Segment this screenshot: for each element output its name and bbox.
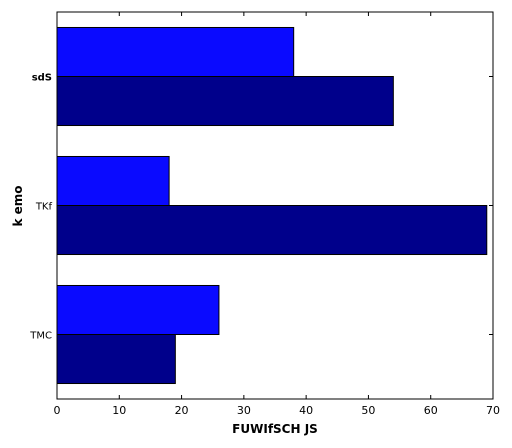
bars-layer xyxy=(56,26,488,385)
bar-sdS-series-2 xyxy=(56,76,394,127)
x-tick-label-30: 30 xyxy=(237,404,251,417)
y-tick-label-TKf: TKf xyxy=(35,202,53,213)
bar-TKf-series-1 xyxy=(56,155,170,206)
bar-sdS-series-1 xyxy=(56,26,295,77)
y-axis-title: k emo xyxy=(11,185,25,226)
x-tick-label-0: 0 xyxy=(54,404,61,417)
bar-TMC-series-1 xyxy=(56,284,220,336)
ticks-layer: sdS TKf TMC 0 10 20 30 40 50 60 70 xyxy=(29,12,500,417)
x-axis-title: FUWIfSCH JS xyxy=(232,422,318,436)
y-tick-label-TMC: TMC xyxy=(29,331,52,342)
x-tick-label-10: 10 xyxy=(112,404,126,417)
x-tick-label-20: 20 xyxy=(175,404,189,417)
x-tick-label-50: 50 xyxy=(361,404,375,417)
bar-TKf-series-2 xyxy=(56,205,488,256)
x-tick-label-60: 60 xyxy=(424,404,438,417)
bar-TMC-series-2 xyxy=(56,334,176,385)
y-tick-label-sdS: sdS xyxy=(32,73,52,84)
x-tick-label-40: 40 xyxy=(299,404,313,417)
x-tick-label-70: 70 xyxy=(486,404,500,417)
